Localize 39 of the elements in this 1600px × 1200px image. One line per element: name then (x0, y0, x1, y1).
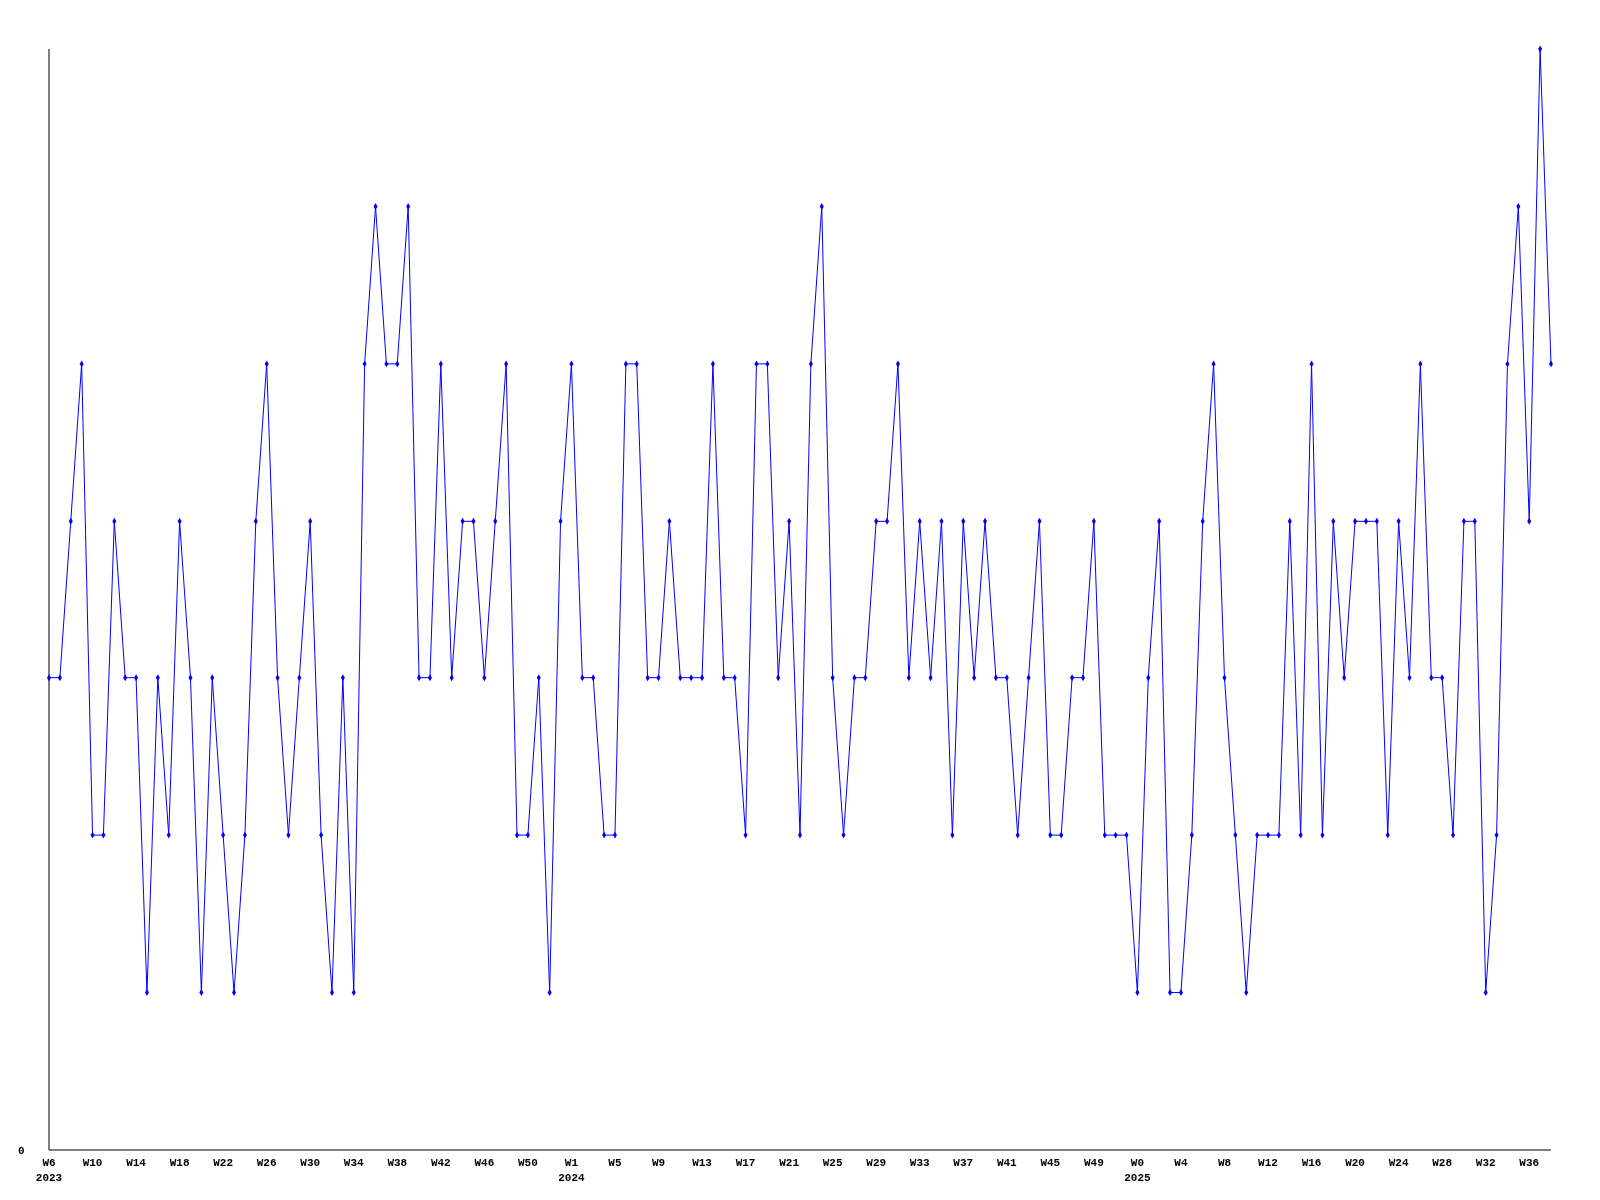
x-tick-label: W1 (564, 1157, 579, 1169)
x-tick-label: W26 (256, 1157, 277, 1169)
x-tick-label: W45 (1040, 1157, 1061, 1169)
x-tick-label: W21 (779, 1157, 800, 1169)
x-tick-label: W14 (126, 1157, 147, 1169)
text: 0 (18, 1145, 25, 1157)
x-tick-label: W29 (866, 1157, 887, 1169)
x-tick-label: W13 (692, 1157, 713, 1169)
x-tick-label: W33 (909, 1157, 931, 1169)
x-tick-label: W36 (1519, 1157, 1540, 1169)
x-tick-label: W16 (1301, 1157, 1322, 1169)
text: 2023 (35, 1172, 63, 1184)
x-tick-label: W18 (169, 1157, 190, 1169)
x-tick-label: W25 (822, 1157, 843, 1169)
x-tick-label: W24 (1388, 1157, 1409, 1169)
x-tick-label: W20 (1345, 1157, 1365, 1169)
x-tick-label: W42 (430, 1157, 451, 1169)
x-tick-label: W34 (343, 1157, 365, 1169)
x-tick-label: W12 (1258, 1157, 1278, 1169)
x-tick-label: W38 (387, 1157, 408, 1169)
text: 2024 (558, 1172, 586, 1184)
x-tick-label: W30 (300, 1157, 321, 1169)
x-tick-label: W8 (1217, 1157, 1232, 1169)
x-tick-label: W28 (1432, 1157, 1453, 1169)
x-tick-label: W37 (953, 1157, 974, 1169)
x-tick-label: W49 (1083, 1157, 1104, 1169)
text: 2025 (1124, 1172, 1152, 1184)
x-tick-label: W41 (996, 1157, 1018, 1169)
x-tick-label: W0 (1130, 1157, 1145, 1169)
x-tick-label: W17 (735, 1157, 756, 1169)
x-tick-label: W46 (474, 1157, 495, 1169)
x-tick-label: W32 (1475, 1157, 1496, 1169)
x-tick-label: W5 (608, 1157, 622, 1169)
x-tick-label: W50 (517, 1157, 538, 1169)
x-tick-label: W6 (42, 1157, 56, 1169)
x-tick-label: W22 (213, 1157, 234, 1169)
x-tick-label: W10 (82, 1157, 103, 1169)
x-tick-label: W4 (1174, 1157, 1188, 1169)
x-tick-label: W9 (651, 1157, 666, 1169)
